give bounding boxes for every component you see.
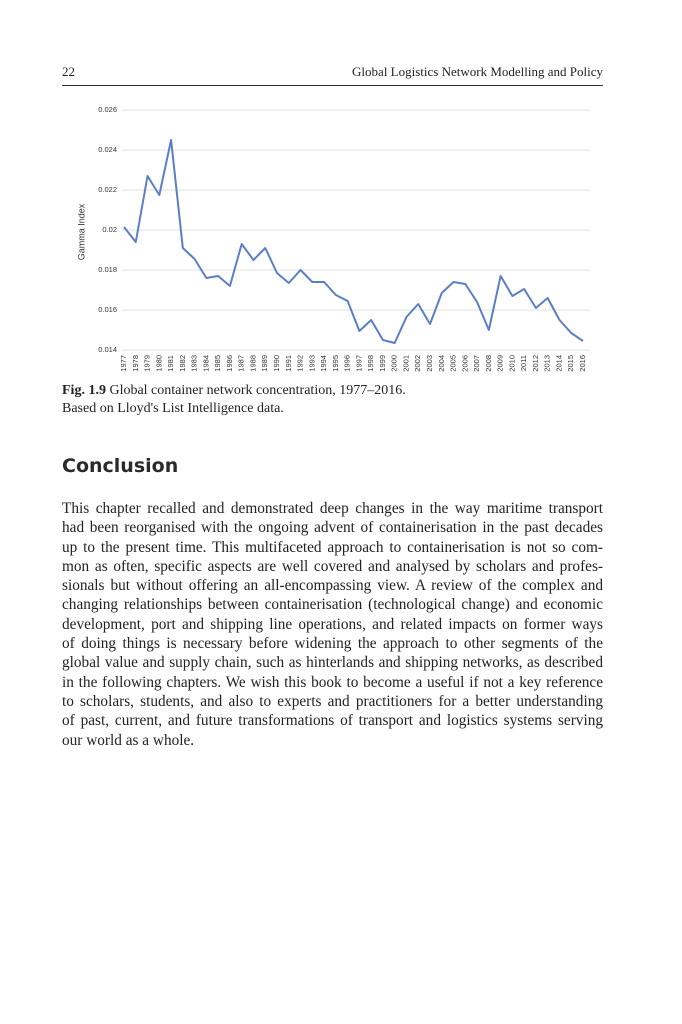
x-tick-label: 1999 [378,355,387,372]
text-line: mon as often, specific aspects are well … [62,557,603,575]
paragraph: This chapter recalled and demonstrated d… [62,499,603,750]
caption: Fig. 1.9 Global container network concen… [62,383,406,399]
text-line: changing relationships between container… [62,596,603,614]
x-tick-label: 2001 [401,355,410,372]
x-tick-label: 2003 [425,355,434,372]
x-tick-label: 1985 [213,355,222,372]
text-line: in the following chapters. We wish this … [62,673,603,691]
text-line: global value and supply chain, such as h… [62,654,603,672]
text-line: sionals but without offering an all-enco… [62,577,603,595]
x-tick-label: 2013 [543,355,552,372]
page-number: 22 [62,64,75,79]
x-tick-label: 2009 [496,355,505,372]
y-tick-label: 0.022 [98,185,117,194]
x-tick-label: 1988 [248,355,257,372]
x-tick-label: 2005 [449,355,458,372]
header-rule [62,85,603,86]
x-tick-label: 1980 [154,355,163,372]
y-axis-label: Gamma Index [76,203,86,260]
y-tick-label: 0.014 [98,345,117,354]
data-line [123,139,584,344]
x-tick-label: 1979 [143,355,152,372]
y-tick-label: 0.024 [98,145,117,154]
y-tick-label: 0.018 [98,265,117,274]
x-tick-label: 1983 [190,355,199,372]
x-tick-label: 1987 [237,355,246,372]
x-tick-label: 1994 [319,355,328,372]
running-title: Global Logistics Network Modelling and P… [352,64,603,79]
y-tick-label: 0.02 [102,225,117,234]
x-tick-label: 2007 [472,355,481,372]
caption-text: Global container network concentration, … [109,383,406,398]
x-tick-label: 1993 [307,355,316,372]
x-tick-label: 1998 [366,355,375,372]
text-line: to scholars, students, and also to exper… [62,692,603,710]
text-line: development, port and shipping line oper… [62,615,603,633]
x-tick-label: 1991 [284,355,293,372]
x-tick-label: 1981 [166,355,175,372]
x-tick-label: 1984 [201,355,210,372]
text-line: of doing things is necessary before wide… [62,635,603,653]
caption-label: Fig. 1.9 [62,383,106,398]
section-heading: Conclusion [62,455,179,477]
x-tick-label: 2010 [507,355,516,372]
text-line: had been reorganised with the ongoing ad… [62,519,603,537]
x-tick-label: 1995 [331,355,340,372]
x-tick-label: 1989 [260,355,269,372]
y-tick-label: 0.016 [98,305,117,314]
x-tick-label: 2008 [484,355,493,372]
chart: Gamma Index 0.026 0.024 0.022 0.02 0.018 0.01… [76,105,590,372]
x-tick-label: 1977 [119,355,128,372]
x-tick-label: 1996 [343,355,352,372]
x-tick-label: 1978 [131,355,140,372]
x-tick-label: 1992 [296,355,305,372]
x-tick-label: 1997 [354,355,363,372]
x-tick-label: 2015 [566,355,575,372]
text-line: of past, current, and future transformat… [62,712,603,730]
text-line: This chapter recalled and demonstrated d… [62,500,603,517]
y-tick-label: 0.026 [98,105,117,114]
x-tick-label: 2012 [531,355,540,372]
caption-source: Based on Lloyd's List Intelligence data. [62,401,284,416]
x-tick-label: 2014 [554,355,563,372]
x-tick-label: 2002 [413,355,422,372]
x-tick-label: 2000 [390,355,399,372]
x-tick-label: 2011 [519,355,528,371]
x-tick-label: 2016 [578,355,587,372]
text-line: our world as a whole. [62,731,195,749]
x-tick-label: 1990 [272,355,281,372]
x-tick-label: 2004 [437,355,446,372]
x-tick-label: 2006 [460,355,469,372]
x-tick-label: 1982 [178,355,187,372]
x-tick-label: 1986 [225,355,234,372]
text-line: up to the present time. This multifacete… [62,538,603,556]
